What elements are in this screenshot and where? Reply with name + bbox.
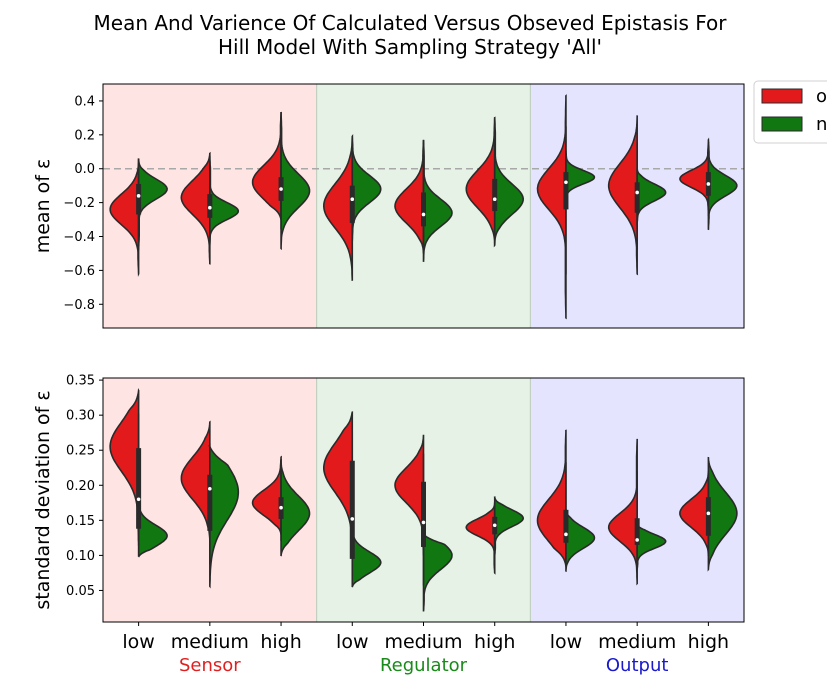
group-label-regulator: Regulator [380, 655, 468, 676]
y-tick-label: −0.8 [63, 298, 95, 313]
violin-iqr-box [421, 192, 426, 227]
y-tick-label: 0.25 [66, 444, 95, 459]
violin-observed-half [679, 471, 710, 558]
category-label-low: low [550, 631, 582, 653]
y-tick-label: 0.15 [66, 514, 95, 529]
plot-frame [102, 83, 745, 329]
violin-median-dot [706, 182, 711, 186]
y-tick-label: 0.0 [74, 162, 95, 177]
y-tick-label: 0.2 [74, 128, 95, 143]
violin-median-dot [136, 497, 141, 502]
category-label-medium: medium [171, 631, 249, 653]
y-tick-label: 0.30 [66, 409, 95, 424]
legend-label: o [816, 86, 827, 107]
violin-observed-half [465, 501, 496, 575]
y-axis-label: mean of ε [32, 159, 54, 254]
legend-label: n [816, 114, 827, 135]
violin-observed-half [109, 158, 140, 277]
violin-observed-half [607, 438, 639, 586]
category-label-high: high [474, 631, 515, 653]
std-panel: 0.05 0.10 0.15 0.20 0.25 0.30 0.35 standard dev… [32, 374, 745, 623]
legend: on [753, 80, 827, 144]
violin-calculated-half [636, 167, 667, 226]
category-label-high: high [688, 631, 729, 653]
violin-iqr-box [136, 448, 142, 529]
y-tick-label: −0.6 [63, 264, 95, 279]
violin-median-dot [564, 532, 568, 537]
violin-median-dot [564, 180, 568, 185]
violin-calculated-half [707, 456, 738, 572]
violin-median-dot [279, 505, 283, 510]
violin-median-dot [635, 190, 639, 195]
category-label-low: low [336, 631, 368, 653]
violin-calculated-half [422, 139, 453, 262]
violin-observed-half [536, 429, 567, 567]
category-label-high: high [260, 631, 301, 653]
violin-median-dot [350, 197, 355, 202]
violin-iqr-box [705, 497, 711, 536]
violin-iqr-box [136, 183, 142, 215]
violin-median-dot [635, 538, 639, 542]
violin-iqr-box [563, 172, 569, 210]
legend-swatch [761, 116, 803, 132]
violin-observed-half [180, 151, 211, 265]
y-tick-label: 0.20 [66, 479, 95, 494]
figure-title: Mean And Varience Of Calculated Versus O… [94, 11, 728, 59]
violin-iqr-box [492, 178, 498, 212]
y-tick-label: 0.10 [66, 549, 95, 564]
violin-median-dot [421, 212, 426, 217]
violin-median-dot [208, 486, 212, 491]
violin-calculated-half [208, 445, 240, 589]
violin-median-dot [706, 511, 711, 516]
category-label-medium: medium [598, 631, 676, 653]
violin-iqr-box [634, 182, 640, 213]
y-axis-label: standard deviation of ε [32, 390, 54, 609]
violin-iqr-box [421, 481, 426, 547]
y-tick-label: 0.4 [74, 94, 95, 109]
y-tick-label: 0.05 [66, 584, 95, 599]
violin-median-dot [136, 194, 141, 198]
violin-median-dot [492, 523, 497, 528]
violin-median-dot [492, 197, 497, 202]
violin-observed-half [180, 420, 211, 544]
legend-swatch [761, 88, 803, 104]
category-label-medium: medium [384, 631, 462, 653]
violin-calculated-half [280, 111, 311, 251]
y-tick-label: −0.4 [63, 230, 95, 245]
violin-calculated-half [280, 459, 311, 557]
category-label-low: low [122, 631, 154, 653]
violin-calculated-half [564, 508, 596, 572]
title-line-2: Hill Model With Sampling Strategy 'All' [218, 35, 602, 59]
violin-iqr-box [349, 460, 355, 559]
group-label-output: Output [606, 655, 669, 676]
y-tick-label: 0.35 [66, 374, 95, 389]
violin-iqr-box [563, 509, 569, 543]
mean-panel: −0.8 −0.6 −0.4 −0.2 0.0 0.2 0.4 mean of ε [32, 83, 745, 329]
violin-calculated-half [351, 134, 382, 242]
violin-median-dot [208, 205, 212, 210]
violin-calculated-half [422, 533, 453, 612]
group-label-sensor: Sensor [179, 655, 241, 676]
violin-iqr-box [349, 185, 355, 223]
violin-calculated-half [493, 116, 525, 248]
violin-median-dot [279, 187, 283, 191]
x-axis-labels: low medium high low medium high low medium high S… [122, 622, 729, 676]
violin-observed-half [322, 134, 354, 281]
title-line-1: Mean And Varience Of Calculated Versus O… [94, 11, 728, 35]
violin-iqr-box [207, 474, 213, 531]
y-tick-label: −0.2 [63, 196, 95, 211]
violin-median-dot [350, 517, 355, 521]
violin-median-dot [421, 520, 426, 525]
violin-iqr-box [634, 518, 640, 545]
